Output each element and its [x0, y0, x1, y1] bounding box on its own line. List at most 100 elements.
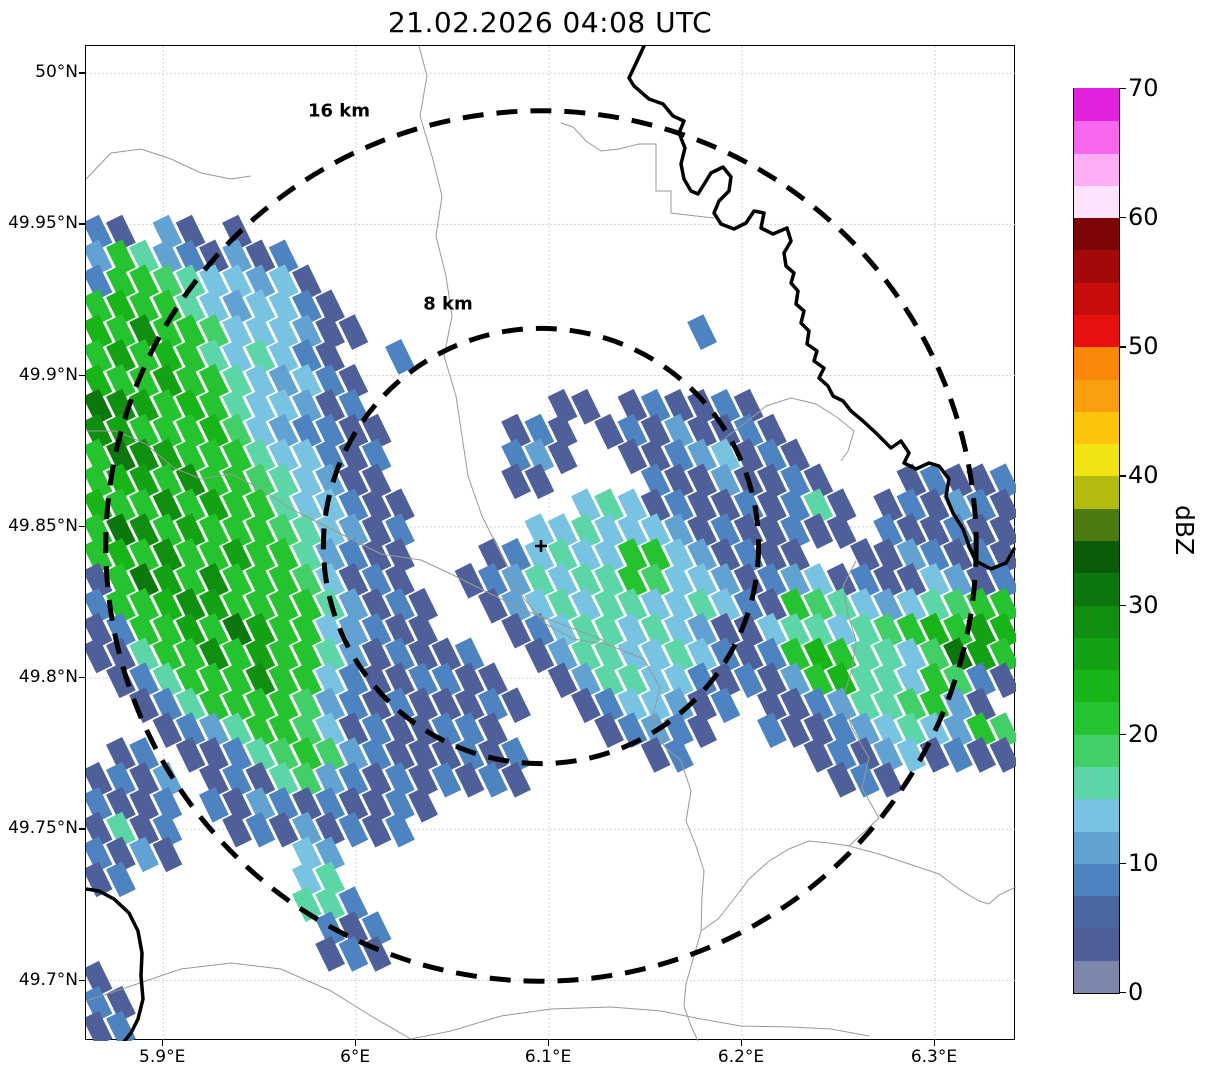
- admin-boundary: [86, 962, 870, 1040]
- radar-echo-cell: [268, 687, 299, 724]
- radar-echo-cell: [338, 911, 369, 947]
- radar-echo-cell: [733, 587, 764, 624]
- radar-echo-cell: [431, 712, 462, 748]
- x-tick-label: 6.2°E: [717, 1047, 765, 1067]
- radar-echo-cell: [687, 587, 717, 624]
- radar-echo-cell: [385, 488, 415, 525]
- y-tick-label: 49.7°N: [18, 969, 78, 990]
- radar-echo-cell: [757, 463, 787, 500]
- radar-echo-cell: [733, 637, 764, 674]
- radar-echo-cell: [524, 413, 555, 450]
- radar-echo-cell: [826, 513, 857, 549]
- radar-echo-cell: [594, 587, 624, 624]
- radar-echo-cell: [129, 637, 159, 674]
- radar-echo-cell: [106, 587, 136, 624]
- radar-echo-cell: [268, 587, 299, 624]
- radar-echo-cell: [757, 488, 787, 525]
- colorbar-tick-label: 40: [1128, 461, 1159, 490]
- radar-echo-cell: [943, 637, 973, 674]
- radar-echo-cell: [943, 488, 973, 525]
- radar-echo-cell: [989, 513, 1016, 549]
- radar-echo-cell: [199, 264, 229, 301]
- radar-echo-cell: [617, 587, 648, 624]
- radar-echo-cell: [361, 761, 392, 798]
- radar-echo-cell: [966, 687, 996, 724]
- radar-echo-cell: [826, 687, 857, 724]
- radar-echo-cell: [919, 488, 950, 525]
- radar-echo-cell: [547, 513, 578, 549]
- radar-echo-cell: [86, 289, 113, 326]
- radar-echo-cell: [315, 339, 345, 375]
- radar-echo-cell: [501, 438, 531, 475]
- radar-echo-cell: [640, 413, 671, 450]
- radar-echo-cell: [873, 538, 903, 574]
- radar-echo-cell: [152, 786, 183, 823]
- radar-echo-cell: [943, 612, 973, 649]
- radar-echo-cell: [896, 737, 927, 773]
- radar-echo-cell: [175, 513, 206, 549]
- radar-echo-cell: [640, 513, 671, 549]
- radar-echo-cell: [733, 438, 764, 475]
- radar-echo-cell: [315, 761, 345, 798]
- radar-echo-cell: [268, 388, 299, 425]
- radar-echo-cell: [86, 587, 113, 624]
- radar-echo-cell: [152, 587, 183, 624]
- radar-echo-cell: [199, 712, 229, 748]
- range-ring-16km: [103, 108, 979, 984]
- radar-echo-cell: [129, 538, 159, 574]
- radar-echo-cell: [199, 513, 229, 549]
- radar-echo-cell: [268, 538, 299, 574]
- radar-echo-cell: [454, 662, 485, 699]
- radar-echo-cell: [361, 438, 392, 475]
- radar-echo-cell: [292, 513, 322, 549]
- radar-echo-cell: [292, 388, 322, 425]
- radar-echo-cell: [803, 463, 834, 500]
- radar-echo-cell: [896, 712, 927, 748]
- radar-echo-cell: [222, 737, 252, 773]
- radar-echo-cell: [431, 737, 462, 773]
- radar-echo-cell: [152, 538, 183, 574]
- range-ring-label: 8 km: [423, 293, 473, 315]
- radar-echo-cell: [315, 687, 345, 724]
- radar-echo-cell: [966, 737, 996, 773]
- radar-echo-cell: [989, 612, 1016, 649]
- radar-echo-cell: [338, 737, 369, 773]
- radar-echo-cell: [199, 314, 229, 350]
- radar-echo-cell: [175, 264, 206, 301]
- radar-echo-cell: [106, 488, 136, 525]
- admin-boundary: [680, 760, 705, 1041]
- radar-echo-cell: [86, 836, 113, 873]
- colorbar-unit-label: dBZ: [1170, 505, 1199, 556]
- radar-center-marker: [535, 540, 547, 552]
- radar-echo-cell: [268, 239, 299, 276]
- x-tick-mark: [741, 1040, 743, 1046]
- radar-echo-cell: [315, 836, 345, 873]
- radar-echo-cell: [803, 562, 834, 599]
- radar-echo-cell: [408, 737, 438, 773]
- radar-echo-cell: [757, 662, 787, 699]
- radar-echo-cell: [826, 761, 857, 798]
- colorbar-segment: [1074, 411, 1119, 445]
- radar-echo-cell: [222, 761, 252, 798]
- radar-echo-cell: [943, 463, 973, 500]
- radar-echo-cell: [268, 562, 299, 599]
- colorbar-tick-label: 70: [1128, 74, 1159, 102]
- radar-echo-cell: [106, 836, 136, 873]
- radar-echo-cell: [222, 513, 252, 549]
- radar-echo-cell: [640, 488, 671, 525]
- radar-echo-cell: [385, 662, 415, 699]
- radar-echo-cell: [803, 737, 834, 773]
- radar-echo-cell: [199, 438, 229, 475]
- radar-echo-cell: [152, 513, 183, 549]
- radar-echo-cell: [733, 662, 764, 699]
- radar-echo-cell: [245, 637, 276, 674]
- radar-echo-cell: [268, 637, 299, 674]
- radar-echo-cell: [664, 662, 694, 699]
- radar-echo-cell: [873, 562, 903, 599]
- radar-echo-cell: [873, 637, 903, 674]
- radar-echo-cell: [943, 562, 973, 599]
- radar-echo-cell: [361, 737, 392, 773]
- radar-echo-cell: [826, 712, 857, 748]
- radar-echo-cell: [129, 264, 159, 301]
- map-overlay-layer: [86, 46, 1016, 1041]
